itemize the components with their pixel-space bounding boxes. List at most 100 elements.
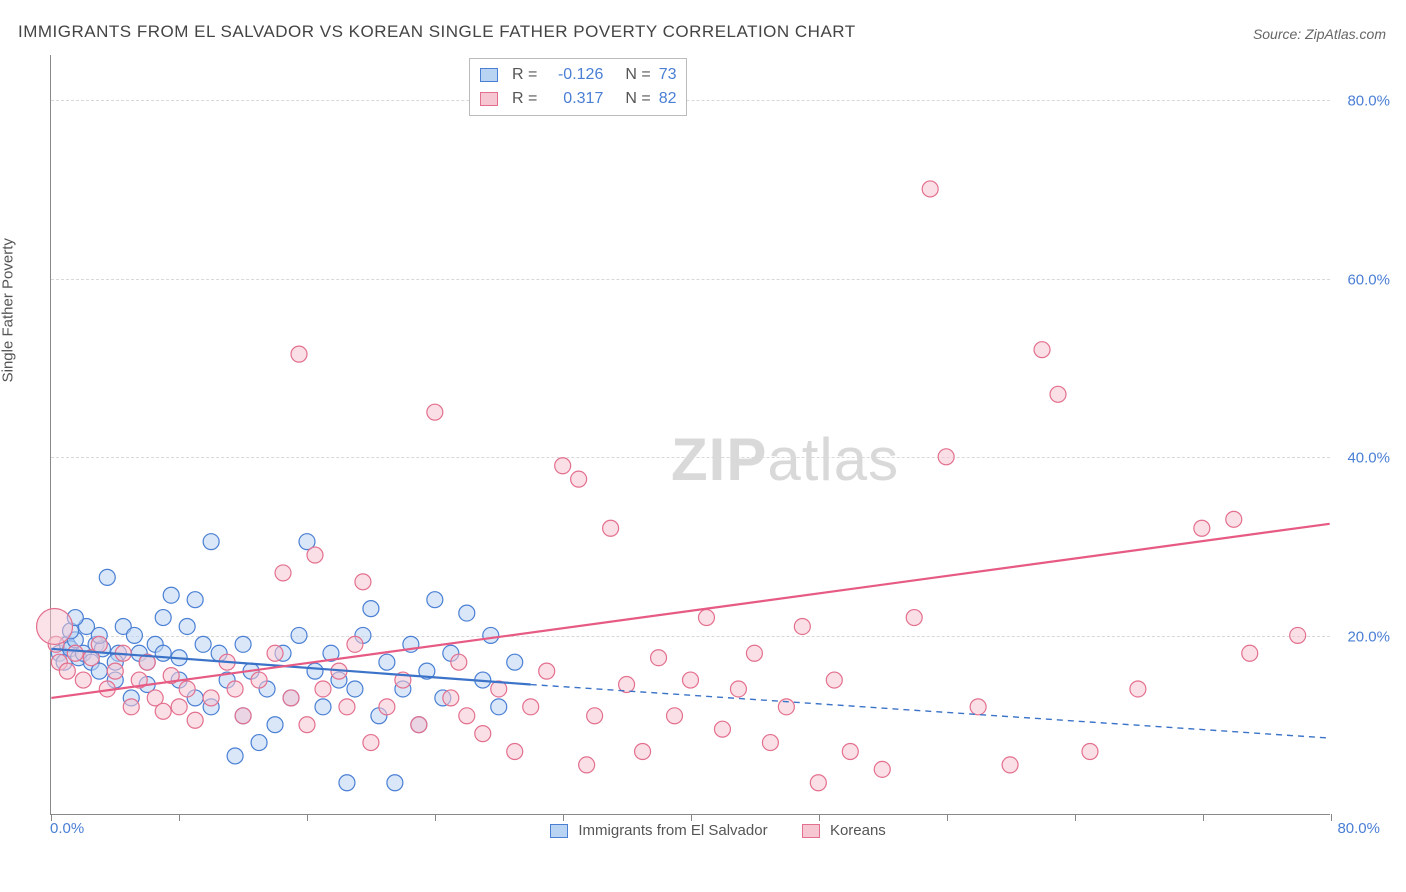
correlation-legend: R = -0.126 N = 73 R = 0.317 N = 82 (469, 58, 687, 116)
data-point (291, 627, 307, 643)
swatch-series-2 (480, 92, 498, 106)
y-tick-label: 20.0% (1347, 629, 1390, 646)
data-point (683, 672, 699, 688)
data-point (1130, 681, 1146, 697)
legend-label-2: Koreans (830, 822, 886, 839)
data-point (746, 645, 762, 661)
data-point (507, 744, 523, 760)
data-point (267, 717, 283, 733)
scatter-svg (51, 55, 1330, 814)
data-point (603, 520, 619, 536)
data-point (579, 757, 595, 773)
data-point (347, 636, 363, 652)
corr-n-value-2: 82 (659, 87, 677, 111)
data-point (203, 690, 219, 706)
data-point (307, 663, 323, 679)
data-point (794, 618, 810, 634)
data-point (459, 605, 475, 621)
data-point (163, 587, 179, 603)
data-point (762, 735, 778, 751)
data-point (291, 346, 307, 362)
data-point (235, 636, 251, 652)
data-point (267, 645, 283, 661)
corr-n-label-2: N = (625, 87, 650, 111)
data-point (59, 663, 75, 679)
data-point (275, 565, 291, 581)
data-point (187, 592, 203, 608)
data-point (651, 650, 667, 666)
data-point (155, 703, 171, 719)
legend-label-1: Immigrants from El Salvador (578, 822, 767, 839)
data-point (179, 618, 195, 634)
data-point (179, 681, 195, 697)
data-point (443, 690, 459, 706)
corr-r-label-1: R = (512, 63, 537, 87)
data-point (355, 574, 371, 590)
corr-r-value-2: 0.317 (545, 87, 603, 111)
data-point (459, 708, 475, 724)
x-tick (1331, 814, 1332, 821)
data-point (483, 627, 499, 643)
data-point (67, 645, 83, 661)
data-point (427, 592, 443, 608)
data-point (315, 699, 331, 715)
data-point (427, 404, 443, 420)
corr-n-value-1: 73 (659, 63, 677, 87)
data-point (283, 690, 299, 706)
data-point (571, 471, 587, 487)
data-point (155, 645, 171, 661)
data-point (491, 699, 507, 715)
data-point (363, 735, 379, 751)
data-point (1194, 520, 1210, 536)
data-point (874, 761, 890, 777)
chart-title: IMMIGRANTS FROM EL SALVADOR VS KOREAN SI… (18, 22, 856, 42)
data-point (523, 699, 539, 715)
data-point (91, 636, 107, 652)
data-point (507, 654, 523, 670)
data-point (451, 654, 467, 670)
data-point (123, 699, 139, 715)
data-point-large (37, 609, 73, 645)
data-point (251, 672, 267, 688)
data-point (379, 654, 395, 670)
data-point (1002, 757, 1018, 773)
data-point (227, 681, 243, 697)
data-point (1242, 645, 1258, 661)
data-point (475, 726, 491, 742)
legend-swatch-1 (550, 824, 568, 838)
data-point (1226, 511, 1242, 527)
data-point (714, 721, 730, 737)
data-point (826, 672, 842, 688)
data-point (938, 449, 954, 465)
data-point (970, 699, 986, 715)
corr-r-label-2: R = (512, 87, 537, 111)
data-point (587, 708, 603, 724)
data-point (307, 547, 323, 563)
data-point (299, 717, 315, 733)
data-point (155, 610, 171, 626)
legend-swatch-2 (802, 824, 820, 838)
data-point (379, 699, 395, 715)
data-point (906, 610, 922, 626)
data-point (347, 681, 363, 697)
data-point (75, 672, 91, 688)
data-point (171, 699, 187, 715)
data-point (363, 601, 379, 617)
data-point (922, 181, 938, 197)
data-point (555, 458, 571, 474)
data-point (107, 663, 123, 679)
y-axis-label: Single Father Poverty (0, 238, 17, 382)
data-point (339, 775, 355, 791)
y-tick-label: 40.0% (1347, 450, 1390, 467)
y-tick-label: 80.0% (1347, 92, 1390, 109)
corr-r-value-1: -0.126 (545, 63, 603, 87)
data-point (315, 681, 331, 697)
data-point (235, 708, 251, 724)
data-point (1034, 342, 1050, 358)
data-point (126, 627, 142, 643)
data-point (251, 735, 267, 751)
data-point (195, 636, 211, 652)
data-point (387, 775, 403, 791)
data-point (203, 534, 219, 550)
corr-row-2: R = 0.317 N = 82 (480, 87, 676, 111)
